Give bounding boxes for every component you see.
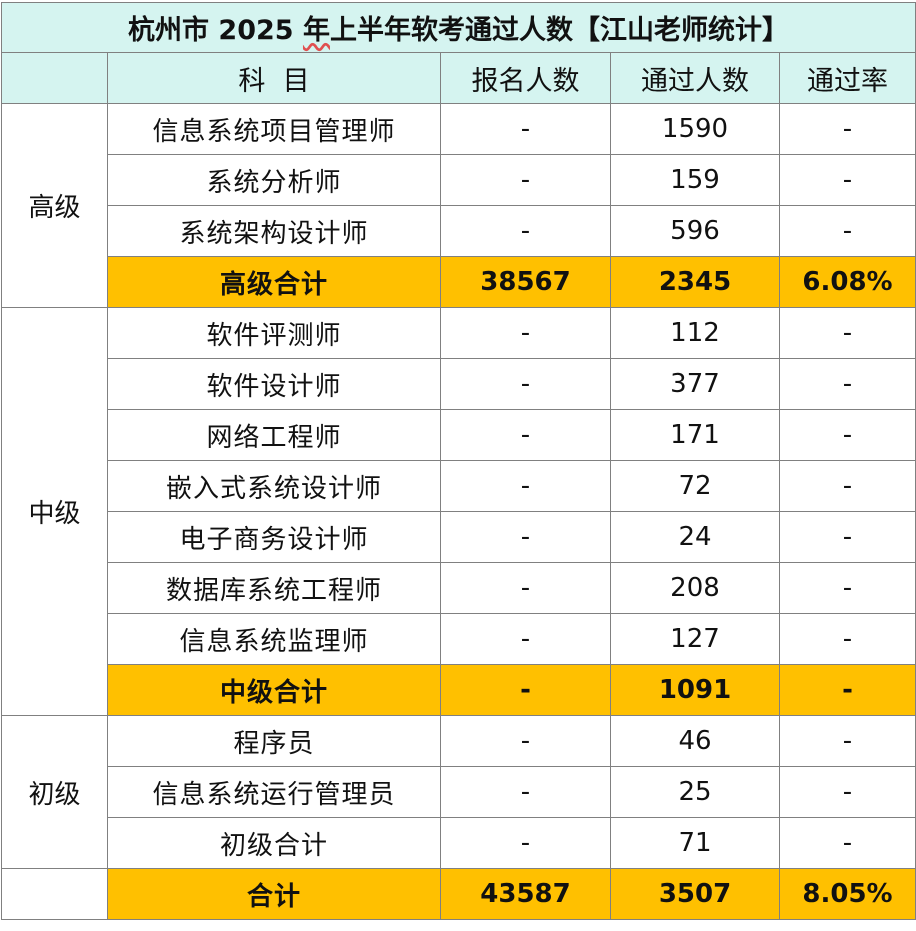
rate-cell: - — [779, 511, 916, 563]
subtotal-registered: 38567 — [440, 256, 611, 308]
subtotal-row-intermediate: 中级合计 - 1091 - — [2, 664, 916, 716]
total-blank-cell — [1, 868, 108, 920]
table-row: 系统架构设计师 - 596 - — [2, 205, 916, 257]
header-row: 科 目 报名人数 通过人数 通过率 — [1, 52, 916, 104]
table-row: 高级 信息系统项目管理师 - 1590 - — [1, 103, 916, 308]
subtotal-passed: 2345 — [610, 256, 780, 308]
header-blank — [1, 52, 108, 104]
subject-cell: 网络工程师 — [107, 409, 441, 461]
table-row: 初级 程序员 - 46 - — [1, 715, 916, 869]
passed-cell: 112 — [610, 307, 780, 359]
registered-cell: - — [440, 358, 611, 410]
passed-cell: 24 — [610, 511, 780, 563]
passed-cell: 1590 — [610, 103, 780, 155]
rate-cell: - — [779, 562, 916, 614]
total-rate: 8.05% — [779, 868, 916, 920]
subject-cell: 嵌入式系统设计师 — [107, 460, 441, 512]
table-row: 系统分析师 - 159 - — [2, 154, 916, 206]
subject-cell: 初级合计 — [107, 817, 441, 869]
passed-cell: 71 — [610, 817, 780, 869]
passed-cell: 46 — [610, 715, 780, 767]
table-row: 信息系统运行管理员 - 25 - — [2, 766, 916, 818]
passed-cell: 596 — [610, 205, 780, 257]
subtotal-row-senior: 高级合计 38567 2345 6.08% — [2, 256, 916, 308]
registered-cell: - — [440, 817, 611, 869]
registered-cell: - — [440, 154, 611, 206]
registered-cell: - — [440, 205, 611, 257]
subject-cell: 信息系统监理师 — [107, 613, 441, 665]
rate-cell: - — [779, 307, 916, 359]
subtotal-rate: 6.08% — [779, 256, 916, 308]
registered-cell: - — [440, 307, 611, 359]
level-intermediate: 中级 — [1, 307, 108, 716]
grand-total-row: 合计 43587 3507 8.05% — [1, 868, 916, 920]
level-senior: 高级 — [1, 103, 108, 308]
subtotal-label: 中级合计 — [107, 664, 441, 716]
subtotal-registered: - — [440, 664, 611, 716]
table-row: 嵌入式系统设计师 - 72 - — [2, 460, 916, 512]
subject-cell: 程序员 — [107, 715, 441, 767]
header-passed: 通过人数 — [610, 52, 780, 104]
rate-cell: - — [779, 613, 916, 665]
table-title: 杭州市 2025 年上半年软考通过人数【江山老师统计】 — [1, 2, 916, 53]
registered-cell: - — [440, 766, 611, 818]
header-rate: 通过率 — [779, 52, 916, 104]
title-row: 杭州市 2025 年上半年软考通过人数【江山老师统计】 — [1, 2, 916, 53]
table-row: 中级 软件评测师 - 112 - — [1, 307, 916, 716]
header-registered: 报名人数 — [440, 52, 611, 104]
subtotal-passed: 1091 — [610, 664, 780, 716]
header-subject: 科 目 — [107, 52, 441, 104]
total-label: 合计 — [107, 868, 441, 920]
subject-cell: 系统分析师 — [107, 154, 441, 206]
registered-cell: - — [440, 103, 611, 155]
subject-cell: 系统架构设计师 — [107, 205, 441, 257]
passed-cell: 25 — [610, 766, 780, 818]
passed-cell: 171 — [610, 409, 780, 461]
registered-cell: - — [440, 409, 611, 461]
subtotal-rate: - — [779, 664, 916, 716]
total-registered: 43587 — [440, 868, 611, 920]
subject-cell: 软件设计师 — [107, 358, 441, 410]
subtotal-label: 高级合计 — [107, 256, 441, 308]
title-part-2: 年 — [302, 15, 330, 46]
subject-cell: 信息系统运行管理员 — [107, 766, 441, 818]
rate-cell: - — [779, 766, 916, 818]
table-row: 初级合计 - 71 - — [2, 817, 916, 869]
subject-cell: 电子商务设计师 — [107, 511, 441, 563]
rate-cell: - — [779, 409, 916, 461]
passed-cell: 159 — [610, 154, 780, 206]
registered-cell: - — [440, 511, 611, 563]
registered-cell: - — [440, 562, 611, 614]
registered-cell: - — [440, 715, 611, 767]
table-row: 信息系统监理师 - 127 - — [2, 613, 916, 665]
rate-cell: - — [779, 205, 916, 257]
passed-cell: 208 — [610, 562, 780, 614]
title-part-1: 杭州市 2025 — [128, 15, 303, 46]
total-passed: 3507 — [610, 868, 780, 920]
passed-cell: 72 — [610, 460, 780, 512]
table-row: 电子商务设计师 - 24 - — [2, 511, 916, 563]
table-row: 网络工程师 - 171 - — [2, 409, 916, 461]
table-row: 软件设计师 - 377 - — [2, 358, 916, 410]
title-part-3: 上半年软考通过人数【江山老师统计】 — [329, 15, 789, 46]
registered-cell: - — [440, 460, 611, 512]
passed-cell: 127 — [610, 613, 780, 665]
rate-cell: - — [779, 154, 916, 206]
rate-cell: - — [779, 460, 916, 512]
table-row: 数据库系统工程师 - 208 - — [2, 562, 916, 614]
registered-cell: - — [440, 613, 611, 665]
subject-cell: 信息系统项目管理师 — [107, 103, 441, 155]
rate-cell: - — [779, 103, 916, 155]
subject-cell: 数据库系统工程师 — [107, 562, 441, 614]
rate-cell: - — [779, 358, 916, 410]
level-junior: 初级 — [1, 715, 108, 869]
rate-cell: - — [779, 715, 916, 767]
rate-cell: - — [779, 817, 916, 869]
passed-cell: 377 — [610, 358, 780, 410]
subject-cell: 软件评测师 — [107, 307, 441, 359]
